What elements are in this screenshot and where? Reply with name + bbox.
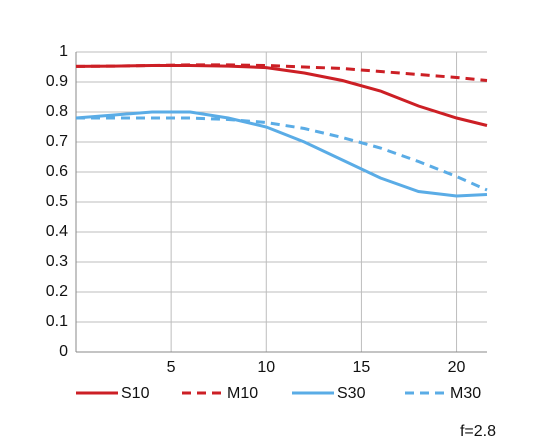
y-tick-label: 0.2 — [46, 283, 68, 300]
y-tick-label: 0.7 — [46, 133, 68, 150]
y-tick-label: 0.4 — [46, 223, 68, 240]
legend-label: S10 — [121, 385, 150, 402]
y-tick-label: 0.3 — [46, 253, 68, 270]
annotation: f=2.8 — [460, 423, 496, 440]
series-line — [76, 116, 488, 192]
x-tick-label: 20 — [448, 359, 466, 376]
legend-label: M30 — [450, 385, 481, 402]
series-line — [75, 64, 488, 127]
y-tick-label: 0.1 — [46, 313, 68, 330]
y-tick-label: 0.8 — [46, 103, 68, 120]
y-tick-label: 0 — [59, 343, 68, 360]
y-tick-label: 0.9 — [46, 73, 68, 90]
legend-label: S30 — [337, 385, 366, 402]
y-tick-label: 1 — [59, 43, 68, 60]
y-tick-label: 0.6 — [46, 163, 68, 180]
legend-label: M10 — [227, 385, 258, 402]
y-tick-label: 0.5 — [46, 193, 68, 210]
series-line — [75, 63, 488, 82]
x-tick-label: 5 — [167, 359, 176, 376]
series-line — [75, 110, 488, 198]
x-tick-label: 15 — [353, 359, 371, 376]
x-tick-label: 10 — [257, 359, 275, 376]
